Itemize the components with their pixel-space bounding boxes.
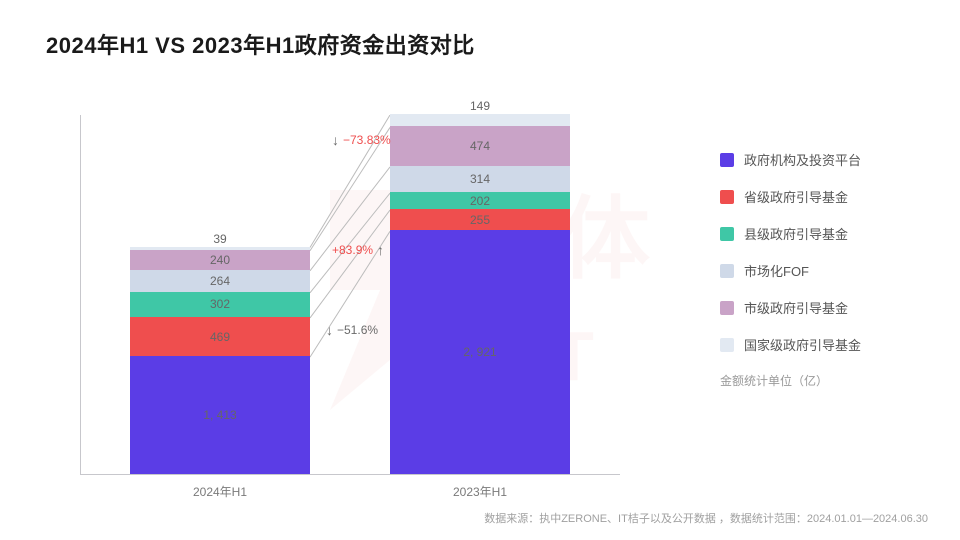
legend-label: 县级政府引导基金	[744, 224, 848, 243]
bar-2023年H1: 2, 921 255 202 314 474 149	[390, 114, 570, 474]
bar-value-label: 39	[130, 233, 310, 245]
legend-item-county_fund: 县级政府引导基金	[720, 224, 930, 243]
bar-value-label: 264	[130, 275, 310, 287]
arrow-icon: ↓	[326, 323, 333, 337]
bar-segment-market_fof: 264	[130, 270, 310, 292]
stacked-bar-chart: 1, 413469302264240392024年H12, 9212552023…	[80, 115, 620, 475]
x-axis-label: 2023年H1	[390, 483, 570, 500]
arrow-icon: ↑	[377, 243, 384, 257]
bar-value-label: 314	[390, 173, 570, 185]
legend: 政府机构及投资平台省级政府引导基金县级政府引导基金市场化FOF 市级政府引导基金国…	[720, 150, 930, 389]
arrow-icon: ↓	[332, 133, 339, 147]
legend-label: 国家级政府引导基金	[744, 335, 861, 354]
bar-segment-city_fund: 474	[390, 126, 570, 166]
legend-swatch	[720, 338, 734, 352]
bar-value-label: 469	[130, 331, 310, 343]
y-axis	[80, 115, 81, 475]
legend-swatch	[720, 153, 734, 167]
bar-value-label: 202	[390, 195, 570, 207]
legend-swatch	[720, 264, 734, 278]
legend-swatch	[720, 301, 734, 315]
delta-value: +83.9%	[332, 243, 373, 257]
legend-swatch	[720, 227, 734, 241]
bar-segment-gov_platform: 1, 413	[130, 356, 310, 474]
bar-segment-market_fof: 314	[390, 166, 570, 192]
bar-value-label: 2, 921	[390, 346, 570, 358]
bar-value-label: 149	[390, 100, 570, 112]
bar-2024年H1: 1, 413 469 302 264 240 39	[130, 247, 310, 474]
delta-annotation: ↓ −51.6%	[326, 323, 378, 337]
bar-value-label: 255	[390, 214, 570, 226]
legend-label: 市场化FOF	[744, 261, 809, 280]
legend-swatch	[720, 190, 734, 204]
delta-value: −73.83%	[343, 133, 391, 147]
legend-label: 市级政府引导基金	[744, 298, 848, 317]
legend-item-gov_platform: 政府机构及投资平台	[720, 150, 930, 169]
bar-segment-national_fund: 39	[130, 247, 310, 250]
bar-segment-prov_fund: 469	[130, 317, 310, 356]
bar-value-label: 240	[130, 254, 310, 266]
legend-label: 政府机构及投资平台	[744, 150, 861, 169]
page-title: 2024年H1 VS 2023年H1政府资金出资对比	[46, 28, 475, 60]
delta-value: −51.6%	[337, 323, 378, 337]
bar-value-label: 302	[130, 298, 310, 310]
bar-segment-gov_platform: 2, 921	[390, 230, 570, 474]
legend-item-national_fund: 国家级政府引导基金	[720, 335, 930, 354]
legend-unit-note: 金额统计单位（亿）	[720, 372, 930, 389]
x-axis	[80, 474, 620, 475]
bar-value-label: 474	[390, 140, 570, 152]
legend-item-market_fof: 市场化FOF	[720, 261, 930, 280]
x-axis-label: 2024年H1	[130, 483, 310, 500]
bar-segment-national_fund: 149	[390, 114, 570, 126]
bar-segment-prov_fund: 255	[390, 209, 570, 230]
legend-label: 省级政府引导基金	[744, 187, 848, 206]
delta-annotation: ↓ −73.83%	[332, 133, 391, 147]
bar-segment-city_fund: 240	[130, 250, 310, 270]
legend-item-city_fund: 市级政府引导基金	[720, 298, 930, 317]
legend-item-prov_fund: 省级政府引导基金	[720, 187, 930, 206]
bar-segment-county_fund: 202	[390, 192, 570, 209]
bar-segment-county_fund: 302	[130, 292, 310, 317]
data-source-note: 数据来源：执中ZERONE、IT桔子以及公开数据 ，数据统计范围：2024.01…	[484, 510, 928, 526]
delta-annotation: +83.9% ↑	[332, 243, 384, 257]
bar-value-label: 1, 413	[130, 409, 310, 421]
